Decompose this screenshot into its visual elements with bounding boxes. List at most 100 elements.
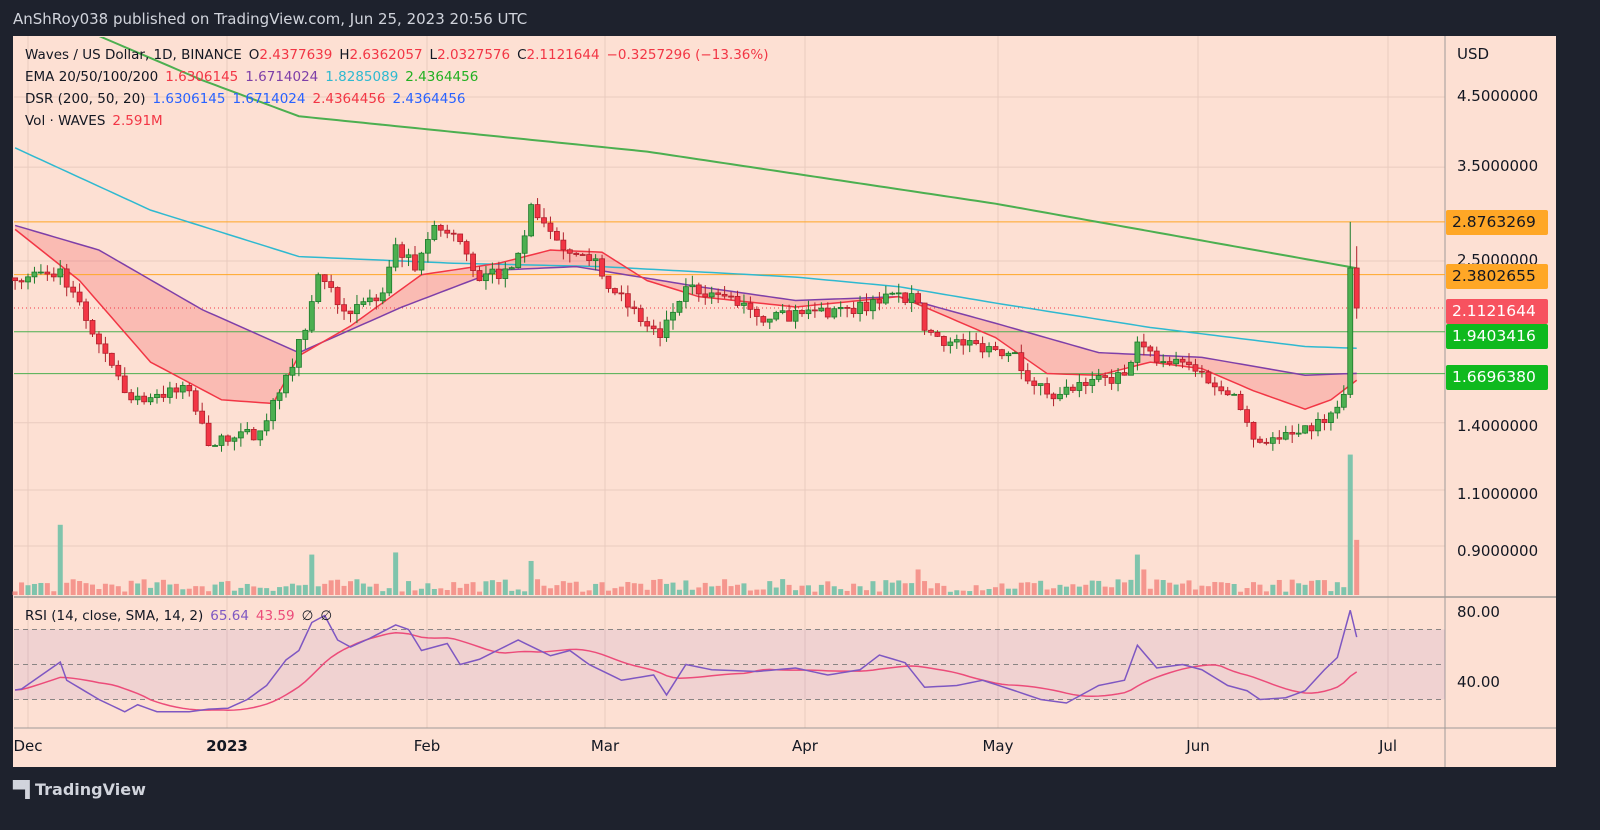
candle-body bbox=[38, 271, 44, 274]
chart-frame[interactable] bbox=[13, 36, 1556, 767]
volume-bar bbox=[64, 582, 70, 595]
candle-body bbox=[334, 287, 341, 306]
volume-bar bbox=[1334, 582, 1340, 595]
volume-bar bbox=[864, 590, 869, 595]
candle-body bbox=[1269, 437, 1276, 444]
volume-bar bbox=[1328, 591, 1334, 595]
candle-body bbox=[715, 292, 722, 295]
candle-body bbox=[63, 268, 70, 288]
volume-bar bbox=[51, 591, 57, 595]
volume-bar bbox=[90, 584, 95, 595]
symbol-title[interactable]: Waves / US Dollar, 1D, BINANCE bbox=[25, 47, 242, 63]
volume-bar bbox=[973, 585, 979, 595]
candle-body bbox=[437, 225, 444, 231]
volume-bar bbox=[1263, 591, 1269, 595]
ema-legend[interactable]: EMA 20/50/100/200 1.6306145 1.6714024 1.828… bbox=[25, 69, 485, 85]
candle-body bbox=[276, 392, 283, 401]
volume-bar bbox=[741, 583, 747, 595]
candle-body bbox=[31, 271, 38, 278]
candle-body bbox=[792, 310, 799, 322]
volume-bar bbox=[360, 583, 366, 595]
candle-body bbox=[108, 352, 115, 366]
candle-body bbox=[1199, 370, 1205, 373]
volume-bar bbox=[509, 590, 515, 595]
volume-bar bbox=[1051, 588, 1057, 595]
rsi-value: 65.64 bbox=[210, 608, 249, 624]
candle-body bbox=[1218, 386, 1225, 392]
candle-body bbox=[392, 244, 399, 268]
high-value: 2.6362057 bbox=[349, 47, 423, 63]
candle-body bbox=[44, 271, 51, 275]
volume-bar bbox=[812, 591, 818, 595]
tv-logo-icon: ▀▍ bbox=[13, 780, 38, 799]
candle-body bbox=[947, 341, 954, 346]
volume-bar bbox=[780, 579, 786, 595]
volume-bar bbox=[902, 583, 908, 595]
volume-bar bbox=[1225, 582, 1231, 595]
candle-body bbox=[831, 308, 838, 318]
candle-body bbox=[986, 346, 992, 353]
volume-legend[interactable]: Vol · WAVES 2.591M bbox=[25, 113, 170, 129]
candle-body bbox=[1263, 441, 1270, 444]
volume-bar bbox=[909, 583, 915, 595]
volume-bar bbox=[1070, 584, 1076, 595]
candle-body bbox=[373, 297, 380, 302]
candle-body bbox=[644, 321, 651, 327]
volume-bar bbox=[496, 581, 502, 595]
candle-body bbox=[670, 311, 676, 321]
candle-body bbox=[941, 336, 947, 346]
close-value: 2.1121644 bbox=[526, 47, 600, 63]
candle-body bbox=[915, 293, 921, 304]
volume-bar bbox=[193, 586, 199, 595]
volume-bar bbox=[876, 591, 882, 595]
candle-body bbox=[160, 393, 167, 398]
candle-body bbox=[283, 374, 289, 394]
volume-bar bbox=[1147, 588, 1153, 595]
price-tick: 4.5000000 bbox=[1457, 87, 1539, 105]
candle-body bbox=[605, 275, 612, 289]
ema200-value: 2.4364456 bbox=[405, 69, 479, 85]
volume-bar bbox=[528, 560, 534, 595]
volume-bar bbox=[277, 587, 283, 595]
low-value: 2.0327576 bbox=[437, 47, 511, 63]
candle-body bbox=[934, 332, 941, 337]
last-price-badge: 2.1121644 bbox=[1446, 299, 1548, 324]
volume-bar bbox=[393, 552, 399, 595]
volume-bar bbox=[1276, 579, 1282, 595]
rsi-extra-1: ∅ bbox=[301, 608, 314, 624]
candle-body bbox=[973, 340, 980, 344]
tradingview-logo[interactable]: ▀▍TradingView bbox=[13, 780, 146, 799]
candle-body bbox=[1089, 378, 1096, 386]
candle-body bbox=[1231, 393, 1238, 396]
candle-body bbox=[321, 274, 328, 283]
candle-body bbox=[695, 284, 702, 295]
volume-bar bbox=[954, 590, 960, 595]
volume-bar bbox=[322, 583, 328, 595]
volume-bar bbox=[135, 583, 141, 595]
candle-body bbox=[966, 340, 973, 346]
time-label: Mar bbox=[590, 737, 620, 755]
dsr-legend[interactable]: DSR (200, 50, 20) 1.6306145 1.6714024 2.436… bbox=[25, 91, 473, 107]
rsi-legend[interactable]: RSI (14, close, SMA, 14, 2) 65.64 43.59 ∅ ∅ bbox=[25, 608, 339, 624]
candle-body bbox=[928, 329, 934, 333]
candle-body bbox=[812, 309, 818, 312]
volume-bar bbox=[470, 582, 476, 595]
rsi-sma-line bbox=[15, 631, 1358, 711]
candle-body bbox=[1166, 361, 1173, 365]
volume-bar bbox=[1199, 585, 1205, 595]
volume-bar bbox=[122, 591, 128, 595]
volume-bar bbox=[167, 584, 173, 595]
volume-bar bbox=[219, 581, 224, 595]
volume-bar bbox=[270, 590, 276, 595]
volume-bar bbox=[367, 586, 373, 595]
volume-bar bbox=[1076, 586, 1082, 595]
volume-bar bbox=[477, 591, 482, 595]
volume-bar bbox=[1186, 580, 1192, 595]
currency-label: USD bbox=[1457, 45, 1490, 63]
volume-bar bbox=[773, 587, 779, 595]
volume-bar bbox=[915, 569, 921, 595]
time-label: Dec bbox=[13, 737, 43, 755]
volume-bar bbox=[180, 589, 186, 595]
ema50-value: 1.6714024 bbox=[245, 69, 319, 85]
